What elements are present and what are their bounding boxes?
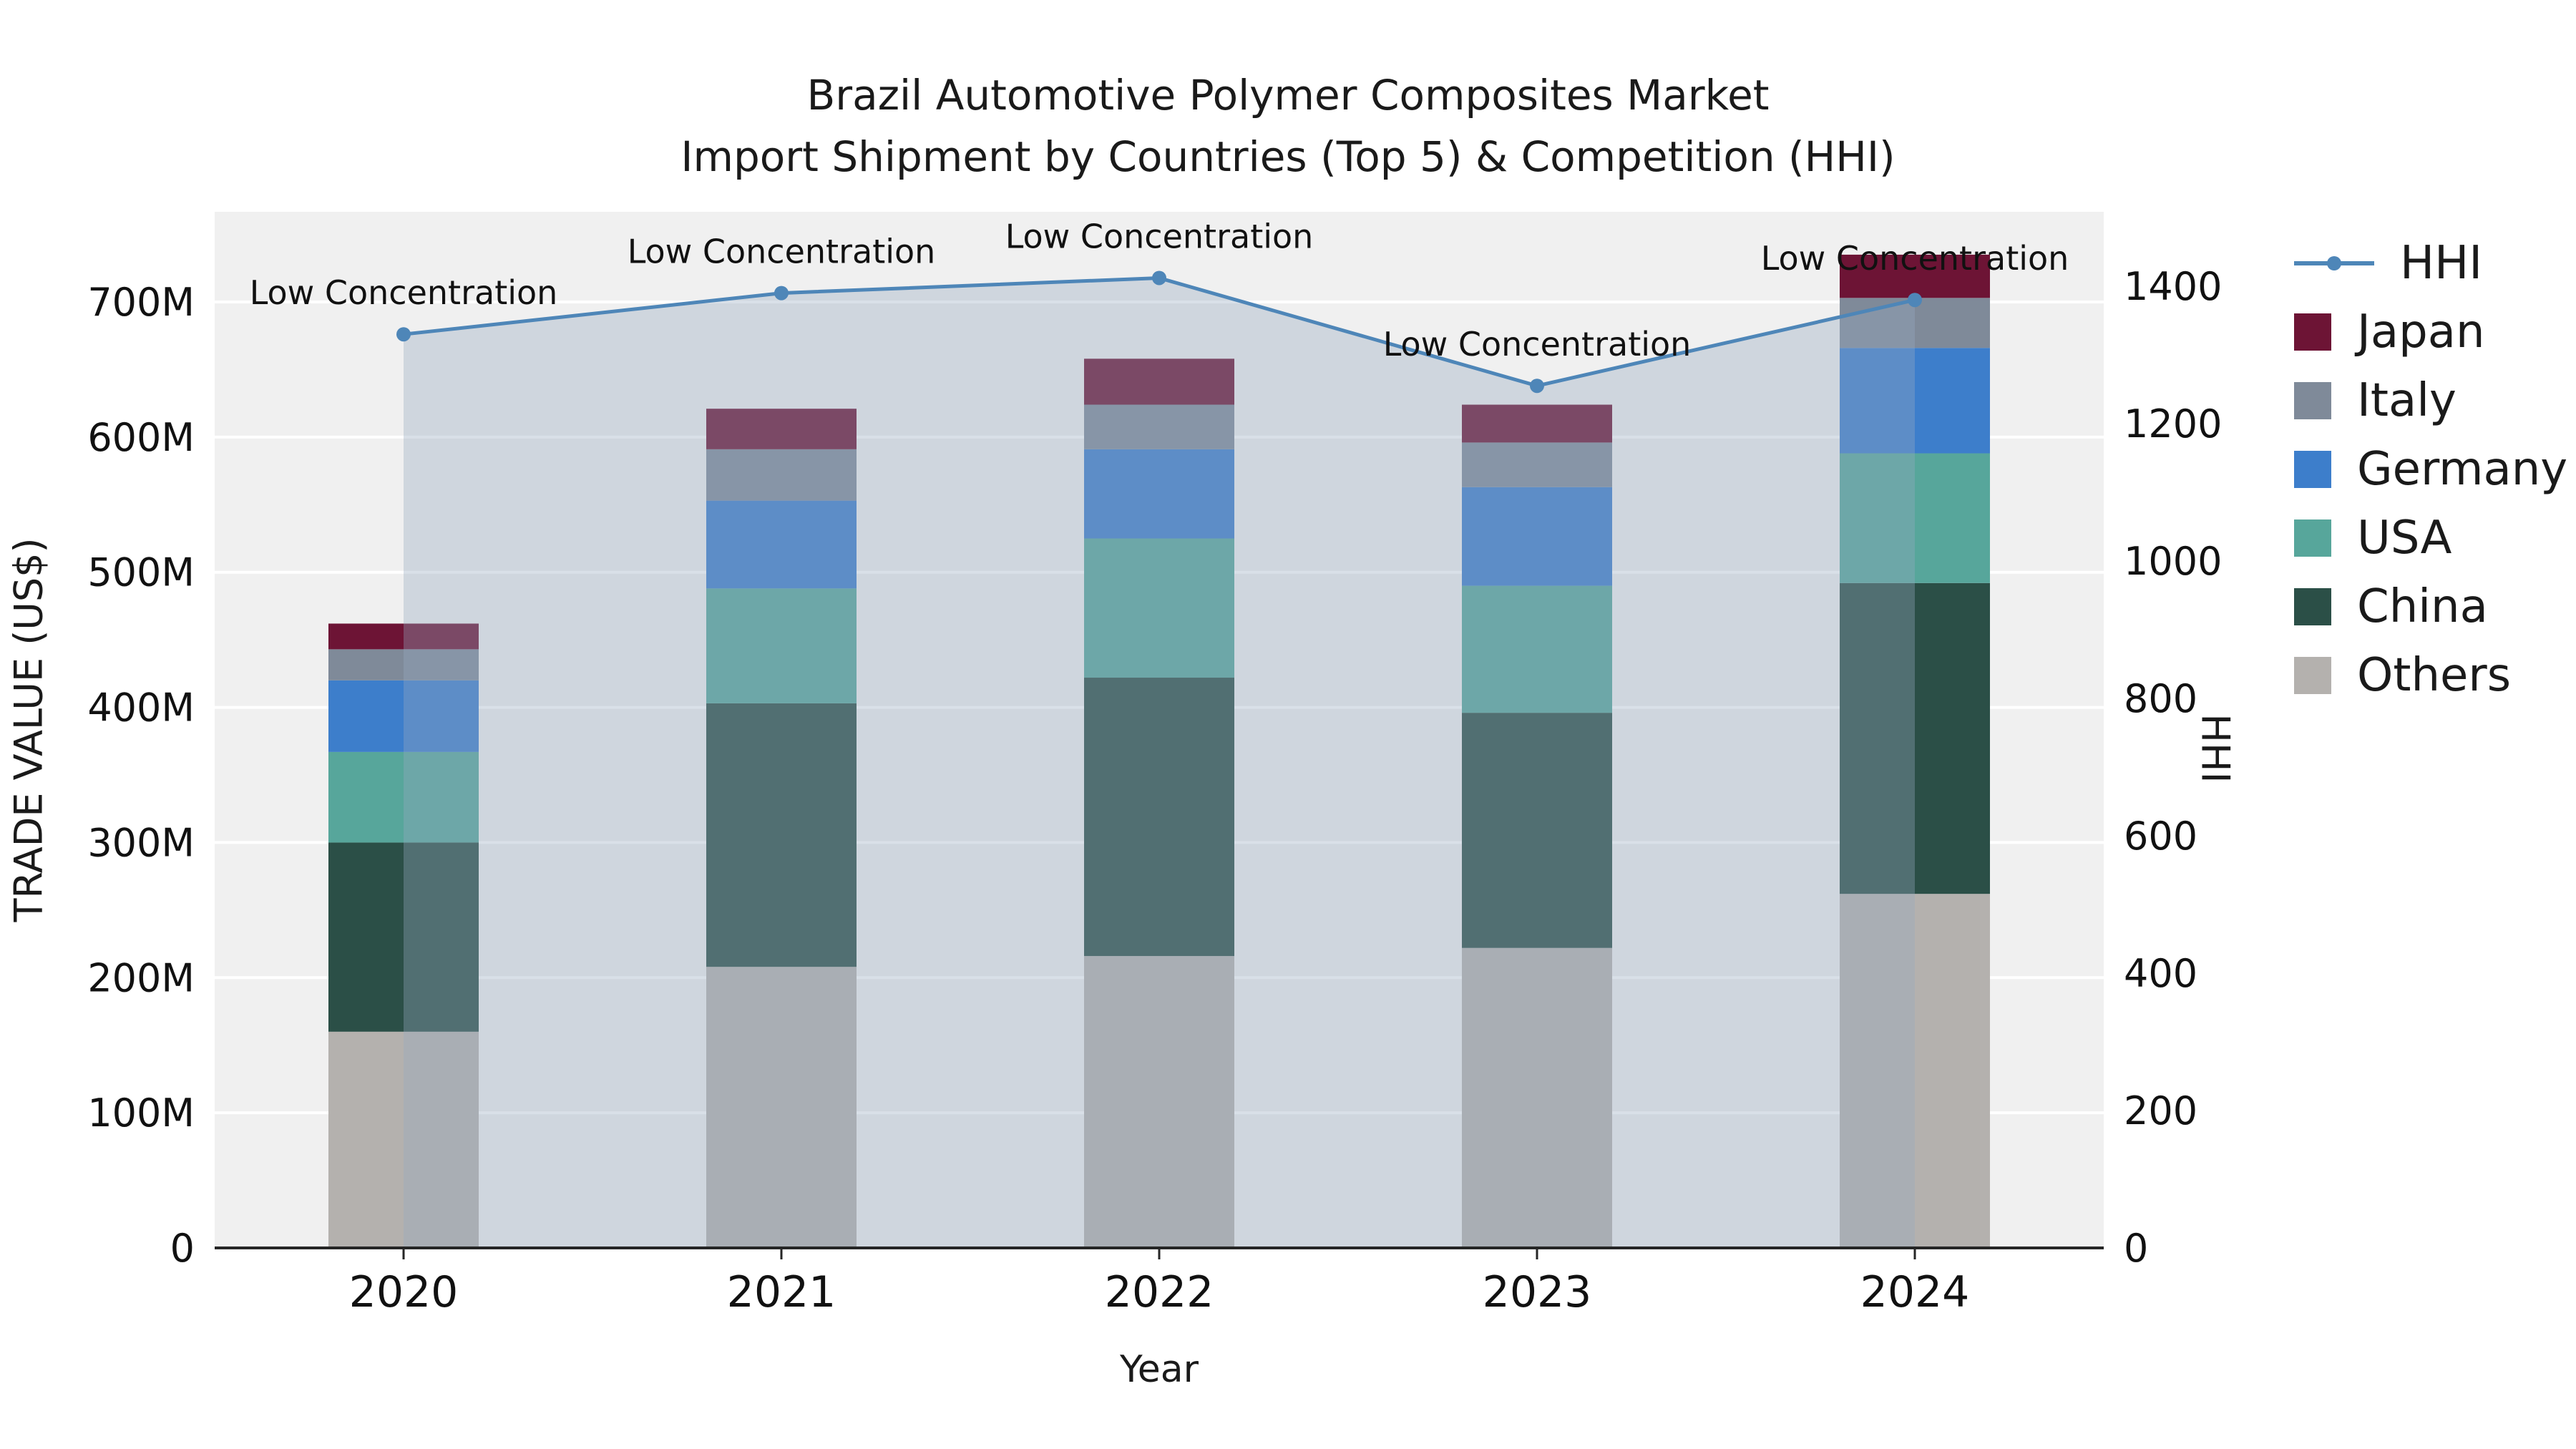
legend-label: HHI	[2400, 237, 2483, 290]
hhi-line-icon	[2294, 245, 2374, 282]
bar-segment-2023-usa	[1462, 585, 1612, 713]
bar-segment-2023-china	[1462, 713, 1612, 948]
bar-segment-2023-italy	[1462, 442, 1612, 487]
y-right-tick-label-1000: 1000	[2124, 539, 2222, 584]
y-right-tick-label-1200: 1200	[2124, 401, 2222, 447]
bar-segment-2023-germany	[1462, 487, 1612, 586]
legend-item-hhi[interactable]: HHI	[2294, 229, 2567, 298]
hhi-marker-2020	[396, 327, 411, 342]
japan-swatch-icon	[2294, 313, 2331, 351]
hhi-area-fill	[404, 278, 1915, 1249]
x-axis-title: Year	[1119, 1348, 1199, 1391]
bar-segment-2020-usa	[328, 751, 479, 843]
bar-segment-2024-japan	[1840, 254, 1990, 298]
x-tick-label-2021: 2021	[727, 1267, 836, 1317]
y-right-tick-label-0: 0	[2124, 1226, 2148, 1271]
y-right-tick-label-600: 600	[2124, 814, 2197, 859]
hhi-marker-2024	[1908, 293, 1922, 308]
y-left-tick-label-300M: 300M	[87, 820, 195, 865]
y-left-tick-label-0: 0	[170, 1226, 195, 1271]
legend-label: Japan	[2357, 306, 2485, 358]
hhi-marker-2021	[774, 286, 789, 301]
y-right-tick-label-200: 200	[2124, 1088, 2197, 1133]
annotation-2023: Low Concentration	[1383, 325, 1692, 364]
legend-label: Italy	[2357, 374, 2457, 427]
china-swatch-icon	[2294, 588, 2331, 625]
bar-segment-2021-japan	[706, 409, 857, 449]
bar-segment-2021-germany	[706, 500, 857, 589]
y-right-tick-label-1400: 1400	[2124, 264, 2222, 309]
bar-segment-2020-italy	[328, 649, 479, 680]
usa-swatch-icon	[2294, 519, 2331, 557]
bar-segment-2024-germany	[1840, 348, 1990, 454]
legend-item-others[interactable]: Others	[2294, 641, 2567, 710]
bar-segment-2022-italy	[1084, 404, 1234, 449]
annotation-2022: Low Concentration	[1005, 217, 1314, 255]
x-tick-label-2020: 2020	[349, 1267, 459, 1317]
bar-segment-2021-usa	[706, 588, 857, 703]
bar-segment-2020-japan	[328, 623, 479, 650]
bar-segment-2022-germany	[1084, 449, 1234, 539]
bar-segment-2021-others	[706, 967, 857, 1248]
y-left-tick-label-700M: 700M	[87, 280, 195, 325]
x-tick-label-2022: 2022	[1105, 1267, 1214, 1317]
bar-segment-2022-usa	[1084, 538, 1234, 678]
x-tick-label-2023: 2023	[1483, 1267, 1592, 1317]
bar-segment-2024-china	[1840, 582, 1990, 894]
bar-segment-2022-china	[1084, 678, 1234, 957]
bar-segment-2020-china	[328, 842, 479, 1032]
bar-segment-2020-germany	[328, 680, 479, 752]
legend-item-china[interactable]: China	[2294, 572, 2567, 641]
legend-label: China	[2357, 580, 2488, 633]
chart-title: Brazil Automotive Polymer Composites Mar…	[0, 64, 2576, 187]
y-right-tick-label-400: 400	[2124, 951, 2197, 996]
bar-segment-2022-others	[1084, 956, 1234, 1248]
legend-item-italy[interactable]: Italy	[2294, 366, 2567, 435]
y-left-axis-title: TRADE VALUE (US$)	[6, 537, 52, 922]
y-left-tick-label-500M: 500M	[87, 550, 195, 595]
bar-segment-2022-japan	[1084, 358, 1234, 405]
germany-swatch-icon	[2294, 451, 2331, 488]
y-left-tick-label-600M: 600M	[87, 415, 195, 460]
annotation-2020: Low Concentration	[250, 273, 558, 312]
y-left-tick-label-400M: 400M	[87, 686, 195, 731]
legend-label: USA	[2357, 512, 2452, 565]
y-right-tick-label-800: 800	[2124, 676, 2197, 721]
bar-segment-2021-italy	[706, 449, 857, 501]
annotation-2024: Low Concentration	[1761, 239, 2069, 278]
hhi-marker-2023	[1530, 379, 1544, 394]
italy-swatch-icon	[2294, 382, 2331, 419]
hhi-marker-2022	[1152, 270, 1166, 286]
y-left-tick-label-200M: 200M	[87, 955, 195, 1000]
bar-segment-2021-china	[706, 703, 857, 967]
legend-item-usa[interactable]: USA	[2294, 504, 2567, 572]
bar-segment-2020-others	[328, 1031, 479, 1248]
chart-title-line1: Brazil Automotive Polymer Composites Mar…	[806, 71, 1770, 119]
chart-title-line2: Import Shipment by Countries (Top 5) & C…	[680, 132, 1896, 181]
others-swatch-icon	[2294, 657, 2331, 694]
legend-label: Germany	[2357, 443, 2568, 496]
x-tick-label-2024: 2024	[1860, 1267, 1970, 1317]
legend: HHI Japan Italy Germany USA China Others	[2294, 229, 2567, 710]
annotation-2021: Low Concentration	[628, 233, 936, 271]
legend-label: Others	[2357, 649, 2512, 702]
bar-segment-2023-others	[1462, 947, 1612, 1248]
y-left-tick-label-100M: 100M	[87, 1091, 195, 1136]
bar-segment-2024-usa	[1840, 453, 1990, 583]
y-right-axis-title: HHI	[2192, 713, 2238, 784]
legend-item-japan[interactable]: Japan	[2294, 298, 2567, 366]
bar-segment-2024-others	[1840, 894, 1990, 1248]
legend-item-germany[interactable]: Germany	[2294, 435, 2567, 504]
bar-segment-2023-japan	[1462, 404, 1612, 443]
